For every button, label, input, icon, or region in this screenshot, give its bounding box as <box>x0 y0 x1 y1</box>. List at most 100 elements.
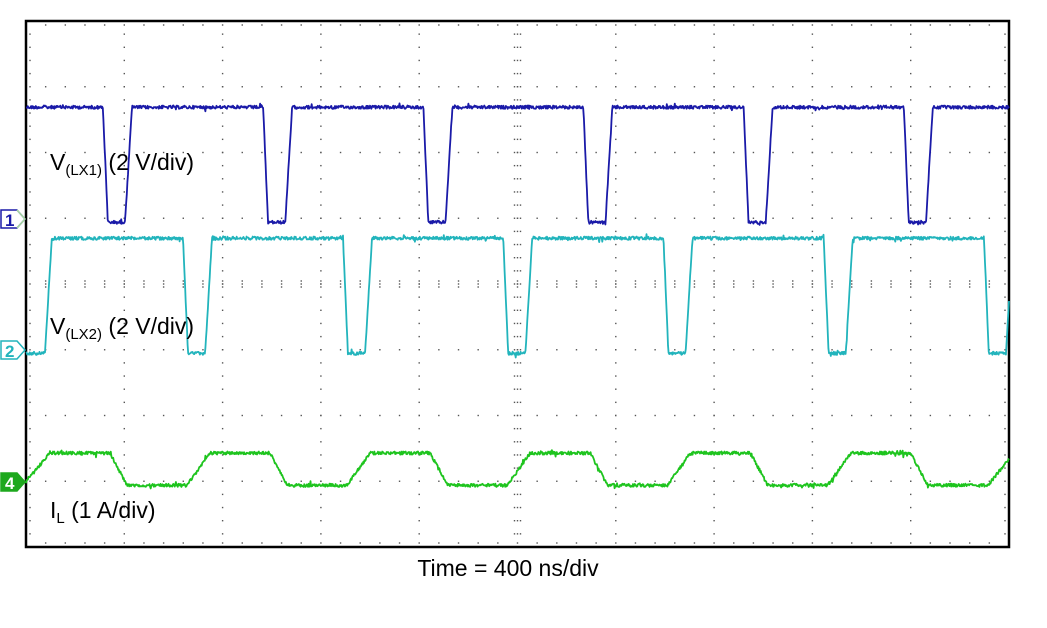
grid-dot <box>615 322 617 325</box>
lx2-label: V(LX2) (2 V/div) <box>50 313 194 343</box>
grid-dot <box>221 401 224 404</box>
center-tick <box>519 309 522 311</box>
grid-dot <box>615 86 617 88</box>
grid-dot <box>713 191 715 193</box>
center-tick <box>831 280 833 282</box>
center-tick <box>44 280 47 282</box>
grid-dot <box>221 125 224 127</box>
grid-dot <box>84 414 86 417</box>
grid-dot <box>910 335 912 338</box>
grid-dot <box>713 533 715 535</box>
grid-dot <box>418 125 420 127</box>
grid-dot <box>339 151 342 154</box>
grid-dot <box>536 151 538 154</box>
grid-dot <box>733 414 735 417</box>
grid-dot <box>772 414 774 417</box>
center-tick <box>64 286 67 288</box>
edge-tick <box>457 24 460 26</box>
edge-tick <box>29 72 31 75</box>
edge-tick <box>339 542 342 544</box>
grid-dot <box>811 388 814 390</box>
center-tick <box>418 286 420 288</box>
grid-dot <box>949 151 951 154</box>
grid-dot <box>516 506 519 509</box>
grid-dot <box>398 480 401 482</box>
grid-dot <box>280 480 283 482</box>
grid-dot <box>320 309 322 311</box>
grid-dot <box>634 86 637 88</box>
grid-dot <box>221 309 224 311</box>
center-tick <box>513 178 516 180</box>
edge-tick <box>1004 533 1006 535</box>
grid-dot <box>123 349 125 351</box>
grid-dot <box>615 59 617 62</box>
grid-dot <box>320 388 322 390</box>
grid-dot <box>516 480 519 482</box>
grid-dot <box>968 217 971 219</box>
edge-tick <box>300 24 302 26</box>
grid-dot <box>123 72 125 75</box>
grid-dot <box>143 414 145 417</box>
edge-tick <box>615 542 617 544</box>
grid-dot <box>792 86 794 88</box>
grid-dot <box>339 217 342 219</box>
grid-dot <box>123 164 125 167</box>
grid-dot <box>811 191 814 193</box>
grid-dot <box>929 86 932 88</box>
grid-dot <box>320 335 322 338</box>
center-tick <box>300 280 302 282</box>
grid-dot <box>418 388 420 390</box>
grid-dot <box>418 86 420 88</box>
center-tick <box>519 388 522 390</box>
grid-dot <box>497 86 499 88</box>
center-tick <box>693 280 696 282</box>
grid-dot <box>64 86 67 88</box>
grid-dot <box>123 204 125 206</box>
edge-tick <box>516 542 519 544</box>
grid-dot <box>477 349 479 351</box>
grid-dot <box>674 86 676 88</box>
grid-dot <box>910 270 912 272</box>
grid-dot <box>516 270 519 272</box>
grid-dot <box>910 257 912 259</box>
grid-dot <box>811 309 814 311</box>
center-tick <box>519 243 522 246</box>
center-tick <box>438 286 440 288</box>
grid-dot <box>693 414 696 417</box>
grid-dot <box>339 283 342 285</box>
center-tick <box>398 286 401 288</box>
grid-dot <box>674 349 676 351</box>
grid-dot <box>418 204 420 206</box>
grid-dot <box>44 414 47 417</box>
edge-tick <box>968 24 971 26</box>
center-tick <box>519 164 522 167</box>
center-tick <box>615 286 617 288</box>
grid-dot <box>516 362 519 364</box>
center-tick <box>513 112 516 114</box>
edge-tick <box>221 542 224 544</box>
edge-tick <box>1004 178 1006 180</box>
grid-dot <box>418 427 420 430</box>
center-tick <box>202 286 204 288</box>
grid-dot <box>851 151 853 154</box>
grid-dot <box>870 283 873 285</box>
grid-dot <box>949 217 951 219</box>
grid-dot <box>162 414 165 417</box>
edge-tick <box>1004 362 1006 364</box>
grid-dot <box>221 375 224 377</box>
grid-dot <box>516 86 519 88</box>
grid-dot <box>418 309 420 311</box>
edge-tick <box>123 24 125 26</box>
center-tick <box>64 280 67 282</box>
center-tick <box>674 286 676 288</box>
grid-dot <box>870 151 873 154</box>
grid-dot <box>910 164 912 167</box>
edge-tick <box>320 542 322 544</box>
grid-dot <box>910 72 912 75</box>
center-tick <box>988 286 991 288</box>
edge-tick <box>1004 375 1006 377</box>
grid-dot <box>44 480 47 482</box>
edge-tick <box>556 24 558 26</box>
center-tick <box>536 286 538 288</box>
grid-dot <box>693 349 696 351</box>
